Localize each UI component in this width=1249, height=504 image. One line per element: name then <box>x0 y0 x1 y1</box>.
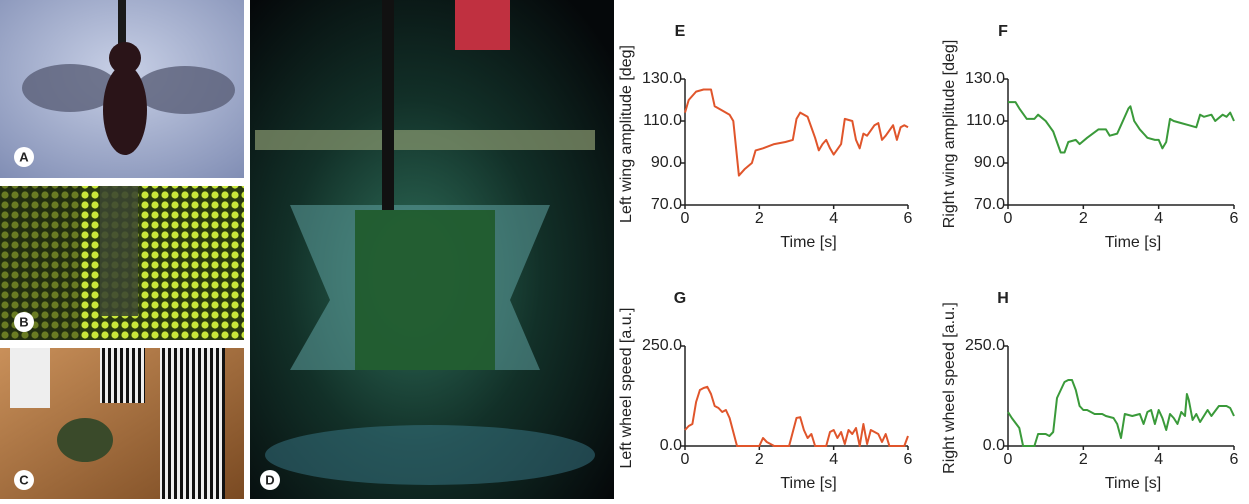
x-tick-label: 4 <box>829 210 838 227</box>
x-tick-label: 2 <box>1079 210 1088 227</box>
x-tick-label: 2 <box>755 451 764 468</box>
y-tick-label: 70.0 <box>974 196 1005 213</box>
y-tick-label: 70.0 <box>651 196 682 213</box>
data-line <box>1008 380 1234 446</box>
x-tick-label: 0 <box>681 451 690 468</box>
panel-label: B <box>19 314 28 329</box>
y-tick-label: 0.0 <box>983 437 1005 454</box>
y-axis-label: Left wing amplitude [deg] <box>618 45 635 223</box>
panel-label: G <box>674 290 686 307</box>
panel-label: D <box>265 472 274 487</box>
photo-b <box>0 186 244 340</box>
x-tick-label: 4 <box>1154 210 1163 227</box>
y-tick-label: 130.0 <box>965 70 1005 87</box>
panel-label: F <box>998 23 1008 40</box>
data-line <box>685 387 908 446</box>
y-axis-label: Left wheel speed [a.u.] <box>618 308 635 469</box>
x-tick-label: 4 <box>829 451 838 468</box>
x-tick-label: 2 <box>755 210 764 227</box>
x-tick-label: 0 <box>681 210 690 227</box>
y-tick-label: 90.0 <box>651 154 682 171</box>
y-tick-label: 130.0 <box>642 70 682 87</box>
x-tick-label: 0 <box>1004 210 1013 227</box>
x-tick-label: 2 <box>1079 451 1088 468</box>
y-tick-label: 110.0 <box>643 112 682 129</box>
x-axis-label: Time [s] <box>780 475 836 492</box>
x-axis-label: Time [s] <box>780 234 836 251</box>
photo-d <box>250 0 614 499</box>
panel-label: E <box>675 23 686 40</box>
panel-label: A <box>19 149 29 164</box>
y-axis-label: Right wheel speed [a.u.] <box>941 302 958 474</box>
y-axis-label: Right wing amplitude [deg] <box>941 40 958 229</box>
x-tick-label: 4 <box>1154 451 1163 468</box>
panel-label: C <box>19 472 29 487</box>
x-tick-label: 6 <box>904 210 913 227</box>
x-tick-label: 6 <box>904 451 913 468</box>
y-tick-label: 110.0 <box>966 112 1005 129</box>
data-line <box>1008 102 1234 152</box>
x-tick-label: 6 <box>1230 451 1239 468</box>
figure: A B C D E Left wing amplitude [deg] Time [s] 70… <box>0 0 1249 499</box>
x-tick-label: 6 <box>1230 210 1239 227</box>
panel-label: H <box>997 290 1009 307</box>
y-tick-label: 250.0 <box>965 337 1005 354</box>
data-line <box>685 90 908 176</box>
y-tick-label: 90.0 <box>974 154 1005 171</box>
x-axis-label: Time [s] <box>1105 475 1161 492</box>
photo-a <box>0 0 244 178</box>
y-tick-label: 0.0 <box>660 437 682 454</box>
y-tick-label: 250.0 <box>642 337 682 354</box>
photo-c <box>0 348 244 499</box>
x-tick-label: 0 <box>1004 451 1013 468</box>
x-axis-label: Time [s] <box>1105 234 1161 251</box>
